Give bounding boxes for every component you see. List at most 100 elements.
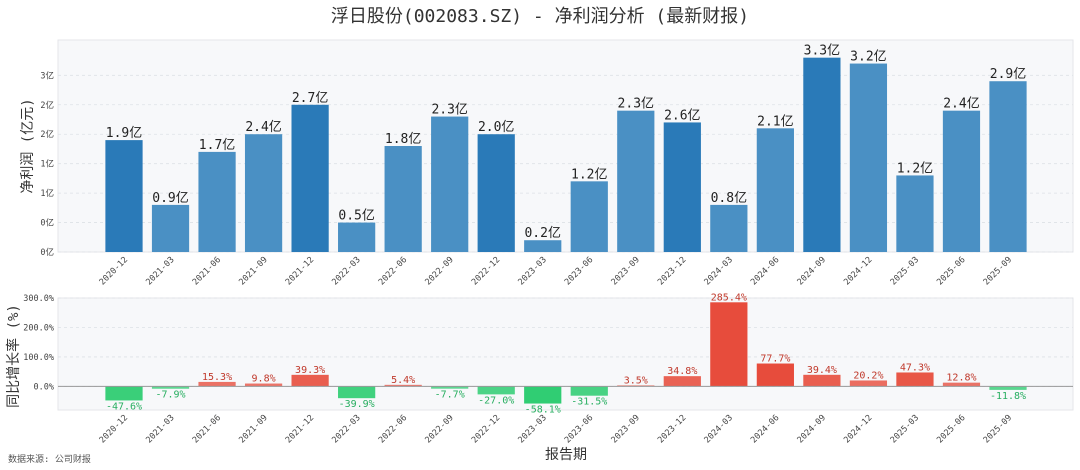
profit-y-axis: 0亿 0亿 1亿 1亿 2亿 2亿 3亿: [40, 70, 54, 258]
profit-x-tick-label: 2024-03: [703, 255, 735, 287]
growth-bar: [151, 386, 190, 389]
growth-value-label: 5.4%: [391, 375, 415, 386]
growth-value-label: -47.6%: [106, 401, 142, 412]
growth-value-label: 34.8%: [667, 366, 697, 377]
profit-value-label: 0.5亿: [338, 209, 374, 224]
growth-x-tick-label: 2023-03: [516, 413, 548, 445]
profit-value-label: 1.2亿: [571, 167, 607, 182]
profit-y-tick-label: 3亿: [40, 70, 54, 81]
growth-value-label: -39.9%: [339, 399, 375, 410]
growth-y-axis-label: 同比增长率 (%): [5, 304, 22, 408]
profit-bar: [244, 134, 283, 252]
growth-bar: [570, 386, 608, 396]
growth-x-tick-label: 2025-09: [982, 413, 1014, 445]
growth-y-tick-label: 100.0%: [23, 353, 54, 363]
growth-value-label: 9.8%: [252, 374, 276, 385]
growth-value-label: 20.2%: [853, 370, 883, 381]
growth-bar: [291, 374, 329, 387]
profit-x-tick-label: 2022-09: [423, 255, 455, 287]
profit-value-label: 2.0亿: [478, 120, 514, 135]
profit-value-label: 3.2亿: [850, 50, 886, 65]
growth-value-label: -7.9%: [155, 390, 185, 401]
profit-value-label: 3.3亿: [804, 44, 840, 59]
profit-y-tick-label: 0亿: [40, 247, 54, 258]
profit-x-tick-label: 2023-06: [563, 255, 595, 287]
growth-bar: [803, 374, 841, 387]
growth-bar: [338, 386, 376, 399]
growth-x-axis: 2020-12 2021-03 2021-06 2021-09 2021-12 2022-…: [98, 413, 1014, 445]
x-axis-label: 报告期: [545, 447, 587, 463]
growth-x-tick-label: 2020-12: [98, 413, 130, 445]
profit-bar: [431, 116, 469, 252]
growth-value-label: 3.5%: [624, 375, 648, 386]
profit-x-tick-label: 2023-09: [610, 255, 642, 287]
growth-bar: [384, 384, 422, 387]
profit-value-label: 2.4亿: [943, 97, 979, 112]
profit-x-tick-label: 2022-06: [377, 255, 409, 287]
profit-bar: [151, 204, 190, 252]
profit-value-label: 0.8亿: [711, 191, 747, 206]
profit-value-label: 2.3亿: [431, 103, 467, 118]
growth-bar: [198, 381, 236, 387]
growth-y-tick-label: 300.0%: [23, 294, 54, 304]
profit-bar: [617, 110, 655, 253]
profit-value-label: 2.9亿: [990, 67, 1026, 82]
growth-bar: [477, 386, 515, 395]
profit-bar: [384, 146, 422, 252]
profit-bar: [524, 240, 562, 252]
profit-value-label: 0.2亿: [524, 226, 560, 241]
profit-y-tick-label: 1亿: [40, 188, 54, 199]
growth-bar: [431, 386, 469, 389]
growth-bar: [524, 386, 562, 404]
growth-bar: [663, 376, 701, 387]
chart-title: 浮日股份(002083.SZ) - 净利润分析 (最新财报): [331, 6, 749, 27]
profit-bar: [989, 81, 1027, 252]
profit-bar: [849, 63, 888, 252]
growth-bar: [710, 302, 748, 387]
profit-x-tick-label: 2021-03: [144, 255, 176, 287]
profit-x-tick-label: 2022-12: [470, 255, 502, 287]
data-source-note: 数据来源: 公司财报: [8, 453, 91, 465]
growth-bar: [896, 372, 934, 387]
profit-x-tick-label: 2021-12: [284, 255, 316, 287]
growth-y-axis: 0.0% 100.0% 200.0% 300.0%: [23, 294, 54, 392]
growth-x-tick-label: 2023-12: [656, 413, 688, 445]
profit-bar: [570, 181, 608, 252]
growth-value-label: 15.3%: [202, 372, 232, 383]
growth-value-label: -27.0%: [478, 395, 514, 406]
profit-x-axis: 2020-12 2021-03 2021-06 2021-09 2021-12 2022-…: [98, 255, 1014, 287]
growth-bar: [849, 380, 888, 387]
growth-x-tick-label: 2021-03: [144, 413, 176, 445]
growth-x-tick-label: 2024-03: [703, 413, 735, 445]
growth-x-tick-label: 2022-03: [330, 413, 362, 445]
growth-value-label: -7.7%: [435, 390, 465, 401]
profit-value-labels: 1.9亿 0.9亿 1.7亿 2.4亿 2.7亿 0.5亿 1.8亿 2.3亿 2.0亿 0.2亿…: [106, 44, 1026, 242]
profit-value-label: 2.3亿: [618, 97, 654, 112]
profit-bar: [710, 204, 748, 252]
growth-bar: [105, 386, 143, 401]
growth-value-label: -31.5%: [571, 397, 607, 408]
profit-x-tick-label: 2020-12: [98, 255, 130, 287]
profit-value-label: 1.9亿: [106, 126, 142, 141]
growth-x-tick-label: 2021-09: [237, 413, 269, 445]
profit-x-tick-label: 2025-06: [935, 255, 967, 287]
growth-value-label: 77.7%: [760, 354, 790, 365]
profit-x-tick-label: 2021-09: [237, 255, 269, 287]
profit-x-tick-label: 2025-09: [982, 255, 1014, 287]
growth-bar: [244, 383, 283, 387]
growth-value-label: -11.8%: [990, 391, 1026, 402]
profit-x-tick-label: 2024-09: [796, 255, 828, 287]
profit-value-label: 2.4亿: [245, 120, 281, 135]
profit-y-axis-label: 净利润 (亿元): [20, 98, 36, 193]
profit-bar: [105, 140, 143, 252]
growth-bar: [989, 386, 1027, 390]
profit-value-label: 0.9亿: [152, 191, 188, 206]
profit-bar: [756, 128, 794, 252]
growth-x-tick-label: 2022-09: [423, 413, 455, 445]
growth-x-tick-label: 2025-03: [889, 413, 921, 445]
profit-x-tick-label: 2024-12: [842, 255, 874, 287]
profit-y-tick-label: 1亿: [40, 159, 54, 170]
profit-y-tick-label: 2亿: [40, 100, 54, 111]
growth-value-label: 39.3%: [295, 365, 325, 376]
